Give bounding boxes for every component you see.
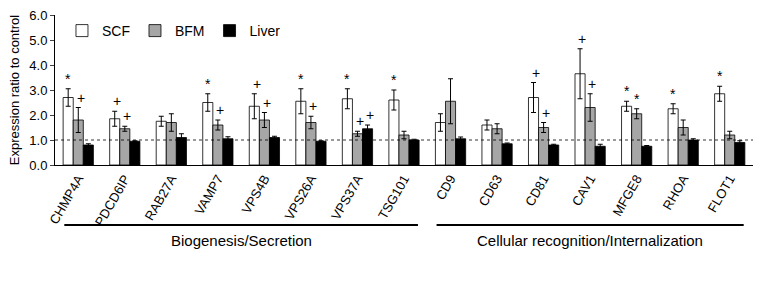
svg-text:CHMP4A: CHMP4A [46,172,86,227]
svg-text:*: * [624,83,630,99]
svg-text:CAV1: CAV1 [569,172,598,208]
svg-text:RAB27A: RAB27A [142,172,180,223]
svg-text:+: + [113,93,121,109]
svg-text:PDCD6IP: PDCD6IP [92,172,133,228]
svg-text:*: * [670,86,676,102]
svg-text:+: + [356,113,364,129]
svg-text:5.0: 5.0 [29,33,47,48]
svg-text:0.0: 0.0 [29,158,47,173]
svg-text:VPS4B: VPS4B [239,172,273,216]
svg-text:3.0: 3.0 [29,83,47,98]
svg-text:VAMP7: VAMP7 [192,172,227,217]
svg-text:*: * [391,72,397,88]
svg-text:CD63: CD63 [476,172,506,208]
svg-text:4.0: 4.0 [29,58,47,73]
svg-text:Cellular recognition/Internali: Cellular recognition/Internalization [477,232,703,249]
svg-text:BFM: BFM [175,23,205,39]
svg-text:VPS26A: VPS26A [282,172,320,222]
svg-text:Expression ratio to control: Expression ratio to control [7,15,22,165]
svg-text:*: * [344,71,350,87]
svg-text:+: + [532,65,540,81]
svg-text:MFGE8: MFGE8 [610,172,645,218]
svg-text:CD9: CD9 [433,172,459,202]
svg-text:+: + [123,108,131,124]
svg-text:*: * [65,71,71,87]
svg-text:*: * [634,91,640,107]
svg-text:2.0: 2.0 [29,108,47,123]
svg-text:*: * [717,68,723,84]
svg-text:CD81: CD81 [522,172,552,208]
svg-text:6.0: 6.0 [29,8,47,23]
svg-text:+: + [216,102,224,118]
svg-text:+: + [366,107,374,123]
svg-text:Biogenesis/Secretion: Biogenesis/Secretion [171,232,312,249]
svg-text:SCF: SCF [102,23,130,39]
svg-text:RHOA: RHOA [660,172,692,212]
svg-text:TSG101: TSG101 [375,172,412,221]
svg-text:+: + [578,31,586,47]
svg-text:+: + [542,105,550,121]
svg-text:FLOT1: FLOT1 [705,172,738,215]
svg-text:+: + [263,95,271,111]
svg-text:*: * [205,76,211,92]
svg-text:*: * [298,71,304,87]
svg-text:Liver: Liver [250,23,281,39]
svg-text:+: + [77,90,85,106]
svg-text:+: + [588,76,596,92]
svg-text:VPS37A: VPS37A [328,172,366,222]
svg-text:+: + [309,98,317,114]
svg-text:+: + [253,76,261,92]
svg-text:1.0: 1.0 [29,133,47,148]
